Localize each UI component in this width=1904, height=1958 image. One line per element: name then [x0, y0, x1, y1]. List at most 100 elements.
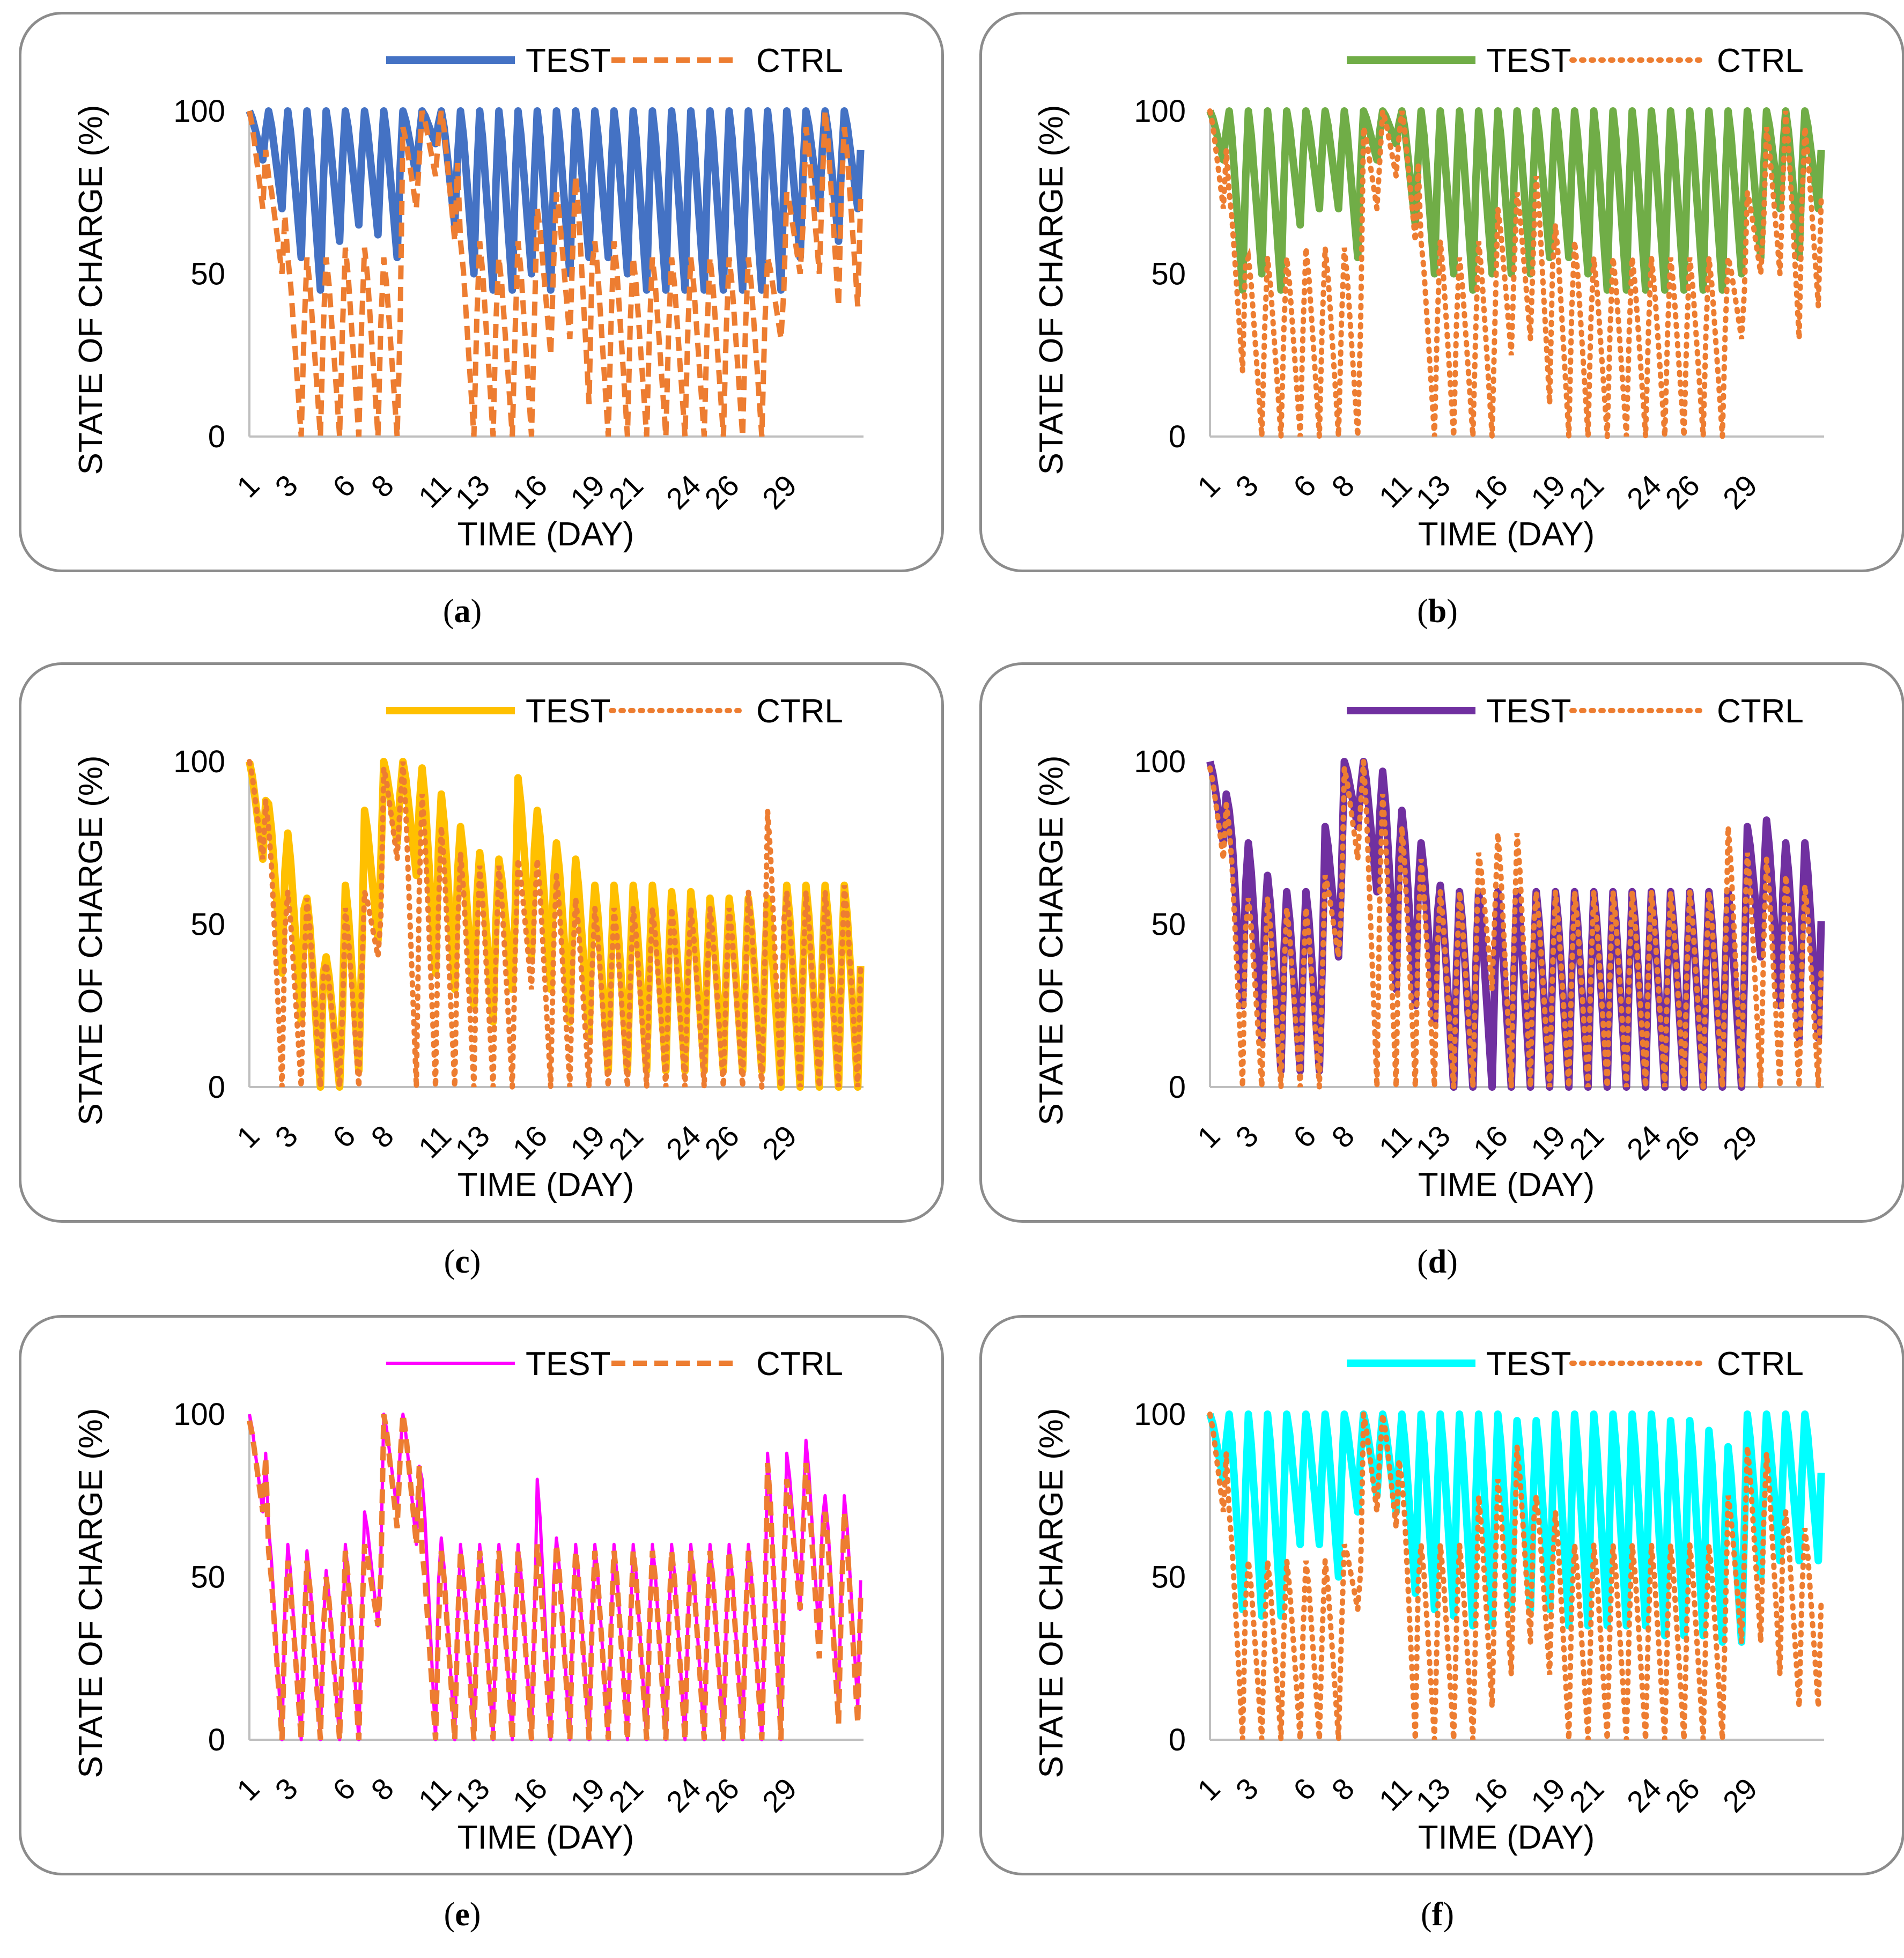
- legend-label-test: TEST: [526, 42, 610, 79]
- x-tick-label: 16: [506, 1771, 554, 1819]
- y-tick-label: 0: [1169, 1070, 1186, 1105]
- x-tick-label: 29: [1716, 1119, 1764, 1166]
- x-tick-label: 3: [268, 1771, 304, 1807]
- x-tick-label: 1: [230, 468, 266, 504]
- x-tick-label: 8: [1325, 1771, 1361, 1807]
- x-tick-label: 21: [1563, 1771, 1611, 1819]
- legend-label-ctrl: CTRL: [756, 1346, 843, 1383]
- x-tick-label: 16: [1467, 1771, 1515, 1819]
- x-tick-label: 26: [698, 468, 746, 516]
- x-axis-title: TIME (DAY): [457, 516, 634, 553]
- x-tick-label: 8: [364, 1119, 400, 1155]
- x-axis-title: TIME (DAY): [457, 1819, 634, 1856]
- x-tick-label: 3: [1229, 1771, 1265, 1807]
- chart-panel-e: 0 50 100 1 3 6 8 11 13 16 19 21 24 26 29 TIME (DAY) STAT…: [19, 1315, 944, 1875]
- chart-panel-a: 0 50 100 1 3 6 8 11 13 16 19 21 24 26 29 TIME (DAY) STAT…: [19, 12, 944, 572]
- x-tick-label: 13: [1409, 1771, 1457, 1819]
- x-tick-label: 21: [602, 1771, 650, 1819]
- x-tick-label: 29: [756, 468, 803, 516]
- x-axis-title: TIME (DAY): [1418, 1166, 1595, 1203]
- series-line-ctrl: [1207, 108, 1824, 437]
- x-tick-label: 13: [1409, 468, 1457, 516]
- x-tick-label: 1: [1191, 1119, 1227, 1155]
- legend-label-test: TEST: [1486, 1346, 1571, 1383]
- x-tick-label: 16: [1467, 468, 1515, 516]
- y-tick-label: 50: [1151, 1560, 1186, 1595]
- chart-panel-b: 0 50 100 1 3 6 8 11 13 16 19 21 24 26 29 TIME (DAY) STAT…: [979, 12, 1904, 572]
- x-tick-label: 21: [1563, 468, 1611, 516]
- series-line-ctrl: [1207, 761, 1824, 1088]
- x-tick-label: 1: [1191, 1771, 1227, 1807]
- y-tick-label: 50: [1151, 907, 1186, 942]
- y-tick-label: 0: [208, 1723, 225, 1757]
- x-tick-label: 3: [1229, 468, 1265, 504]
- x-tick-label: 29: [756, 1119, 803, 1166]
- x-tick-label: 29: [756, 1771, 803, 1819]
- legend-label-ctrl: CTRL: [1717, 693, 1804, 730]
- y-tick-label: 0: [208, 419, 225, 454]
- chart-panel-f: 0 50 100 1 3 6 8 11 13 16 19 21 24 26 29 TIME (DAY) STAT…: [979, 1315, 1904, 1875]
- legend-label-ctrl: CTRL: [1717, 42, 1804, 79]
- y-tick-label: 50: [190, 257, 225, 292]
- legend-label-ctrl: CTRL: [756, 693, 843, 730]
- y-tick-label: 100: [1134, 94, 1186, 129]
- x-tick-label: 6: [326, 1119, 362, 1155]
- x-tick-label: 16: [506, 1119, 554, 1166]
- y-tick-label: 50: [190, 1560, 225, 1595]
- x-tick-label: 21: [602, 468, 650, 516]
- y-tick-label: 100: [1134, 1397, 1186, 1432]
- y-tick-label: 0: [1169, 1723, 1186, 1757]
- y-tick-label: 0: [208, 1070, 225, 1105]
- x-tick-label: 13: [448, 1771, 496, 1819]
- x-tick-label: 26: [1658, 468, 1706, 516]
- x-tick-label: 13: [448, 1119, 496, 1166]
- series-line-ctrl: [247, 759, 864, 1088]
- y-axis-title: STATE OF CHARGE (%): [1033, 755, 1070, 1125]
- y-tick-label: 0: [1169, 419, 1186, 454]
- y-axis-title: STATE OF CHARGE (%): [1033, 105, 1070, 475]
- x-tick-label: 3: [268, 468, 304, 504]
- x-tick-label: 3: [1229, 1119, 1265, 1155]
- x-tick-label: 8: [1325, 1119, 1361, 1155]
- caption-a: (a): [442, 593, 482, 630]
- legend-label-ctrl: CTRL: [1717, 1346, 1804, 1383]
- chart-panel-c: 0 50 100 1 3 6 8 11 13 16 19 21 24 26 29 TIME (DAY) STAT…: [19, 662, 944, 1223]
- x-tick-label: 6: [1287, 1771, 1323, 1807]
- x-tick-label: 26: [698, 1119, 746, 1166]
- series-line-test: [1206, 107, 1825, 294]
- x-tick-label: 8: [1325, 468, 1361, 504]
- x-tick-label: 6: [1287, 468, 1323, 504]
- legend-label-test: TEST: [526, 1346, 610, 1383]
- series-line-test: [246, 107, 865, 294]
- caption-f: (f): [1421, 1896, 1454, 1933]
- chart-panel-d: 0 50 100 1 3 6 8 11 13 16 19 21 24 26 29 TIME (DAY) STAT…: [979, 662, 1904, 1223]
- legend-label-test: TEST: [1486, 693, 1571, 730]
- legend-label-test: TEST: [526, 693, 610, 730]
- y-axis-title: STATE OF CHARGE (%): [1033, 1408, 1070, 1778]
- x-tick-label: 1: [230, 1119, 266, 1155]
- x-axis-title: TIME (DAY): [1418, 516, 1595, 553]
- y-tick-label: 100: [173, 94, 225, 129]
- x-tick-label: 6: [326, 468, 362, 504]
- series-line-ctrl: [247, 110, 864, 437]
- series-line-ctrl: [1207, 1412, 1824, 1740]
- caption-b: (b): [1417, 593, 1458, 630]
- x-tick-label: 1: [230, 1771, 266, 1807]
- x-axis-title: TIME (DAY): [457, 1166, 634, 1203]
- x-tick-label: 29: [1716, 1771, 1764, 1819]
- y-tick-label: 100: [173, 1397, 225, 1432]
- x-tick-label: 21: [1563, 1119, 1611, 1166]
- caption-e: (e): [444, 1896, 481, 1933]
- x-tick-label: 1: [1191, 468, 1227, 504]
- x-tick-label: 26: [698, 1771, 746, 1819]
- y-axis-title: STATE OF CHARGE (%): [72, 105, 109, 475]
- x-tick-label: 21: [602, 1119, 650, 1166]
- legend-label-test: TEST: [1486, 42, 1571, 79]
- y-axis-title: STATE OF CHARGE (%): [72, 755, 109, 1125]
